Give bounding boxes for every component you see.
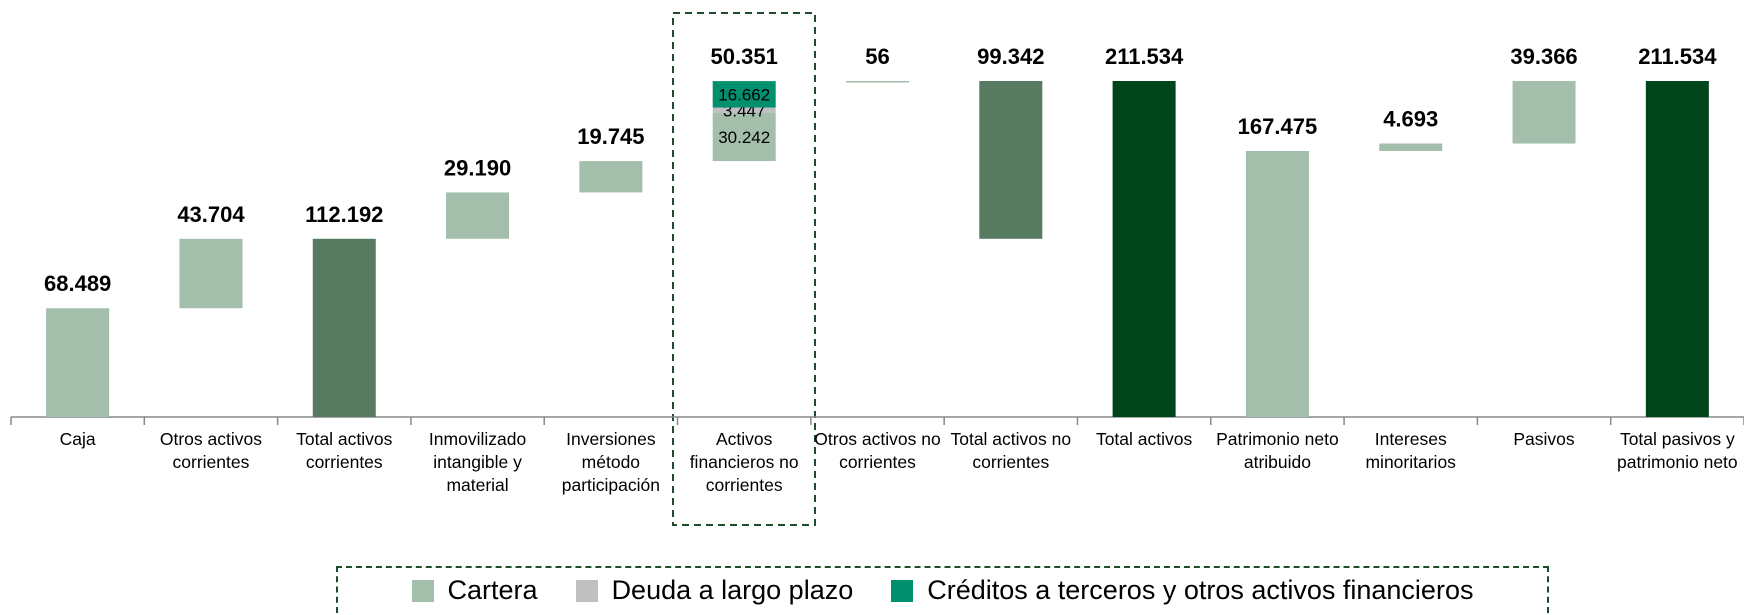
x-tick-label: Total pasivos y patrimonio neto: [1617, 429, 1738, 472]
legend: Cartera Deuda a largo plazo Créditos a ter…: [336, 566, 1549, 613]
value-label: 68.489: [44, 271, 111, 296]
segment-label: 30.242: [718, 128, 770, 147]
bar: [579, 161, 643, 193]
value-label: 211.534: [1638, 44, 1717, 69]
legend-swatch: [575, 579, 598, 602]
legend-label: Deuda a largo plazo: [611, 575, 854, 605]
highlight-box: [672, 12, 816, 526]
x-tick-label: Otros activos corrientes: [159, 429, 262, 472]
value-label: 29.190: [444, 155, 511, 180]
legend-label: Cartera: [447, 575, 538, 605]
legend-item: Créditos a terceros y otros activos fina…: [891, 575, 1473, 606]
value-label: 50.351: [711, 44, 778, 69]
value-label: 167.475: [1238, 114, 1318, 139]
value-label: 112.192: [305, 202, 383, 227]
x-tick-label: Total activos no corrientes: [950, 429, 1072, 472]
x-tick-label: Total activos: [1095, 429, 1193, 449]
value-label: 99.342: [977, 44, 1044, 69]
value-label: 39.366: [1510, 44, 1577, 69]
x-tick-label: Intereses minoritarios: [1365, 429, 1456, 472]
bar: [979, 81, 1043, 239]
bar: [1379, 143, 1443, 151]
legend-item: Cartera: [411, 575, 538, 606]
value-label: 19.745: [577, 124, 644, 149]
value-label: 4.693: [1383, 107, 1438, 132]
x-tick-label: Otros activos no corrientes: [814, 429, 941, 472]
value-label: 211.534: [1105, 44, 1184, 69]
bar: [179, 238, 243, 309]
bar: [312, 238, 376, 417]
x-tick-label: Activos financieros no corrientes: [689, 429, 799, 495]
bar: [1512, 81, 1576, 144]
legend-swatch: [411, 579, 434, 602]
value-label: 56: [865, 44, 889, 69]
bar: [46, 308, 110, 417]
bar: [1112, 81, 1176, 417]
legend-swatch: [891, 579, 914, 602]
x-tick-label: Pasivos: [1513, 429, 1575, 449]
bar: [846, 81, 909, 83]
bar: [446, 192, 510, 239]
stack-segment: [712, 107, 776, 114]
x-tick-label: Patrimonio neto atribuido: [1216, 429, 1339, 472]
legend-label: Créditos a terceros y otros activos fina…: [927, 575, 1474, 605]
x-tick-label: Inmovilizado intangible y material: [428, 429, 527, 495]
x-tick-label: Total activos corrientes: [296, 429, 393, 472]
x-tick-label: Inversiones método participación: [561, 429, 660, 495]
x-tick-label: Caja: [59, 429, 96, 449]
bar: [1645, 81, 1709, 417]
value-label: 43.704: [177, 202, 245, 227]
segment-label: 16.662: [718, 85, 770, 104]
stack-segment: [712, 113, 776, 162]
bar: [1245, 150, 1309, 417]
legend-item: Deuda a largo plazo: [575, 575, 854, 606]
stack-segment: [712, 81, 776, 108]
